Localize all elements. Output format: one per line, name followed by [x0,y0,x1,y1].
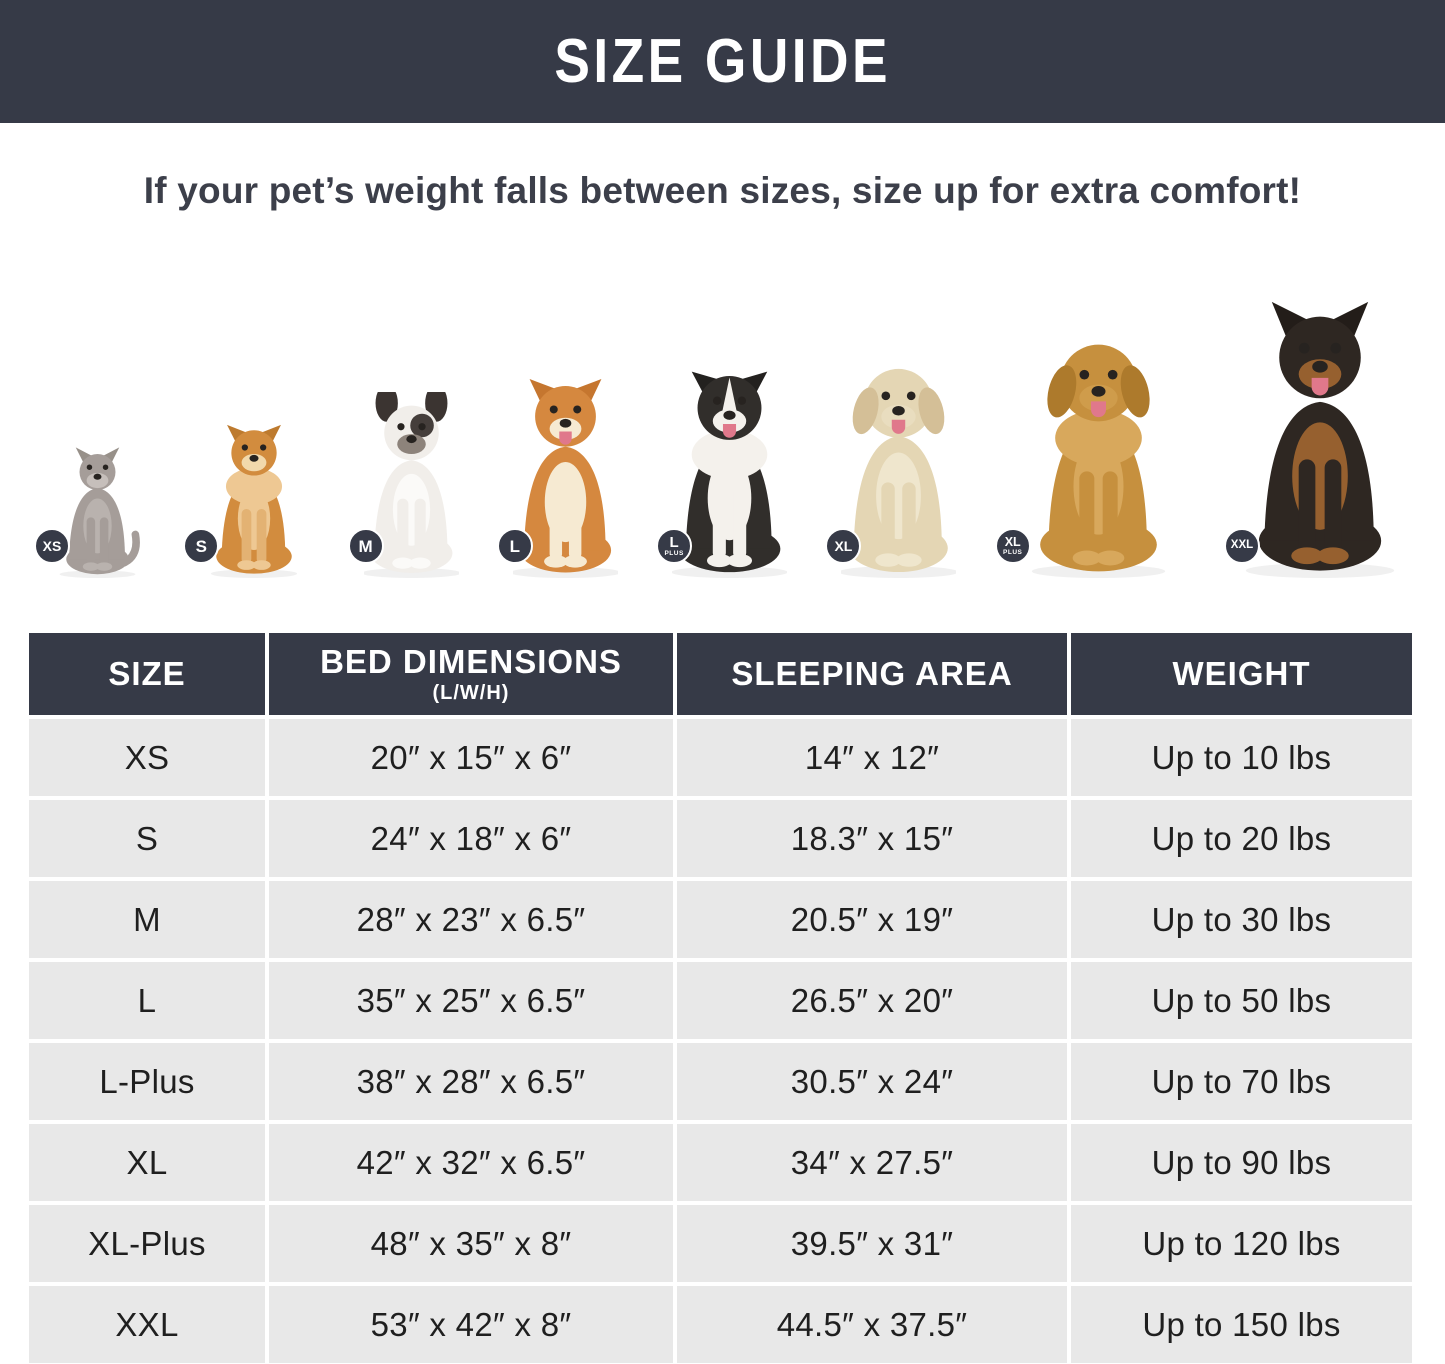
weight-cell: Up to 20 lbs [1071,800,1412,877]
weight-cell: Up to 30 lbs [1071,881,1412,958]
table-row-m: M 28″ x 23″ x 6.5″ 20.5″ x 19″ Up to 30 lbs [29,881,1416,958]
pet-figure-shiba-inu: L [496,370,618,578]
weight-cell: Up to 10 lbs [1071,719,1412,796]
sleeping-area-cell: 14″ x 12″ [677,719,1067,796]
size-badge-label: M [358,536,373,556]
bed-dimensions-cell: 38″ x 28″ x 6.5″ [269,1043,673,1120]
size-badge-m: M [347,528,384,564]
sleeping-area-cell: 30.5″ x 24″ [677,1043,1067,1120]
bed-dimensions-cell: 28″ x 23″ x 6.5″ [269,881,673,958]
size-cell: XS [29,719,265,796]
size-badge-s: S [183,528,220,564]
pet-figure-golden-retriever: XL PLUS [994,328,1186,578]
bed-dimensions-cell: 24″ x 18″ x 6″ [269,800,673,877]
column-header-label: BED DIMENSIONS [320,643,622,680]
shiba-inu-illustration [512,379,618,578]
labrador-illustration [841,368,957,578]
size-badge-sublabel: PLUS [1003,548,1023,556]
weight-cell: Up to 90 lbs [1071,1124,1412,1201]
size-table: SIZE BED DIMENSIONS (L/W/H) SLEEPING AREA WE… [29,633,1416,1363]
column-header-sublabel: (L/W/H) [432,682,510,704]
column-header-label: SLEEPING AREA [731,655,1013,692]
table-row-s: S 24″ x 18″ x 6″ 18.3″ x 15″ Up to 20 lbs [29,800,1416,877]
table-body: XS 20″ x 15″ x 6″ 14″ x 12″ Up to 10 lbs S 24… [29,719,1416,1363]
column-header-sleeping-area: SLEEPING AREA [677,633,1067,715]
table-header-row: SIZE BED DIMENSIONS (L/W/H) SLEEPING AREA WE… [29,633,1416,715]
sleeping-area-cell: 26.5″ x 20″ [677,962,1067,1039]
weight-cell: Up to 120 lbs [1071,1205,1412,1282]
sleeping-area-cell: 18.3″ x 15″ [677,800,1067,877]
french-bulldog-illustration [363,392,459,578]
size-badge-label: L [669,533,679,551]
size-cell: XXL [29,1286,265,1363]
sleeping-area-cell: 34″ x 27.5″ [677,1124,1067,1201]
size-cell: XL-Plus [29,1205,265,1282]
pomeranian-illustration [211,424,298,578]
doberman-illustration [1245,301,1395,578]
column-header-size: SIZE [29,633,265,715]
table-row-l-plus: L-Plus 38″ x 28″ x 6.5″ 30.5″ x 24″ Up to 7… [29,1043,1416,1120]
pet-figure-border-collie: L PLUS [656,360,788,578]
pet-figure-pomeranian: S [183,416,309,578]
header-banner: SIZE GUIDE [0,0,1445,123]
weight-cell: Up to 70 lbs [1071,1043,1412,1120]
sleeping-area-cell: 44.5″ x 37.5″ [677,1286,1067,1363]
sleeping-area-cell: 39.5″ x 31″ [677,1205,1067,1282]
subtitle-text: If your pet’s weight falls between sizes… [143,170,1302,211]
golden-retriever-illustration [1031,344,1165,578]
table-row-xxl: XXL 53″ x 42″ x 8″ 44.5″ x 37.5″ Up to 150 … [29,1286,1416,1363]
size-badge-label: S [195,536,207,556]
weight-cell: Up to 150 lbs [1071,1286,1412,1363]
size-badge-l-plus: L PLUS [656,528,693,564]
size-badge-xs: XS [34,528,70,564]
size-cell: XL [29,1124,265,1201]
border-collie-illustration [672,371,788,578]
size-badge-xxl: XXL [1223,528,1260,564]
pets-row: XS S M L L PLUS XL XL PLUS XXL [0,288,1445,578]
cat-illustration [59,447,140,578]
table-row-l: L 35″ x 25″ x 6.5″ 26.5″ x 20″ Up to 50 lbs [29,962,1416,1039]
bed-dimensions-cell: 48″ x 35″ x 8″ [269,1205,673,1282]
size-cell: L [29,962,265,1039]
size-cell: S [29,800,265,877]
sleeping-area-cell: 20.5″ x 19″ [677,881,1067,958]
size-badge-label: XS [42,538,62,554]
column-header-label: SIZE [108,655,186,692]
size-badge-xl-plus: XL PLUS [994,528,1031,564]
size-badge-label: L [509,536,521,556]
size-badge-l: L [496,528,533,564]
size-badge-label: XXL [1230,539,1254,552]
column-header-label: WEIGHT [1172,655,1311,692]
size-cell: L-Plus [29,1043,265,1120]
pet-figure-french-bulldog: M [347,392,459,578]
pet-figure-doberman: XXL [1223,300,1400,578]
bed-dimensions-cell: 20″ x 15″ x 6″ [269,719,673,796]
bed-dimensions-cell: 35″ x 25″ x 6.5″ [269,962,673,1039]
column-header-weight: WEIGHT [1071,633,1412,715]
size-badge-label: XL [834,538,853,554]
size-cell: M [29,881,265,958]
size-badge-xl: XL [825,528,862,564]
pet-figure-cat: XS [34,436,145,578]
size-badge-sublabel: PLUS [664,549,684,557]
table-row-xs: XS 20″ x 15″ x 6″ 14″ x 12″ Up to 10 lbs [29,719,1416,796]
bed-dimensions-cell: 53″ x 42″ x 8″ [269,1286,673,1363]
table-row-xl-plus: XL-Plus 48″ x 35″ x 8″ 39.5″ x 31″ Up to 12… [29,1205,1416,1282]
size-badge-label: XL [1004,535,1021,549]
bed-dimensions-cell: 42″ x 32″ x 6.5″ [269,1124,673,1201]
pet-figure-labrador: XL [825,354,957,578]
table-row-xl: XL 42″ x 32″ x 6.5″ 34″ x 27.5″ Up to 90 lb… [29,1124,1416,1201]
weight-cell: Up to 50 lbs [1071,962,1412,1039]
column-header-bed-dimensions: BED DIMENSIONS (L/W/H) [269,633,673,715]
page-title: SIZE GUIDE [554,27,891,96]
